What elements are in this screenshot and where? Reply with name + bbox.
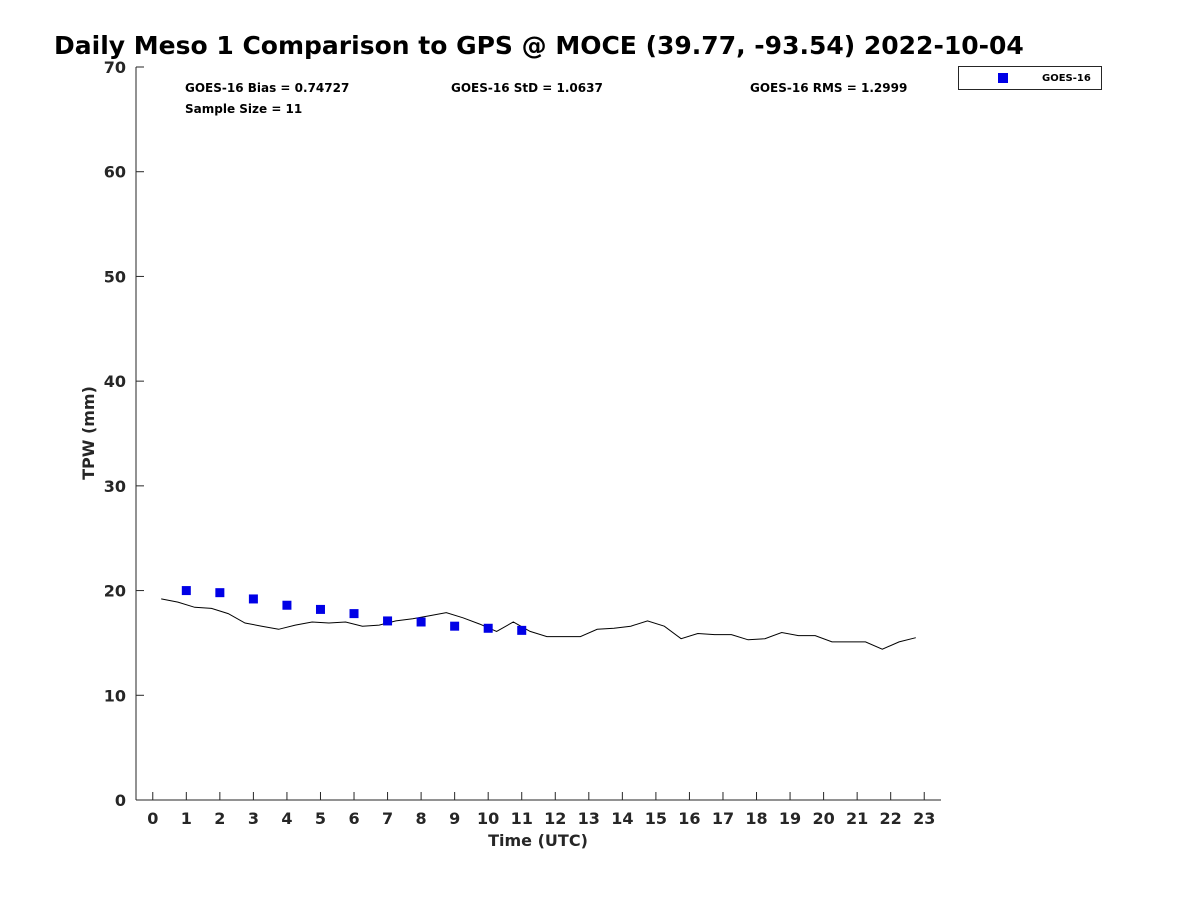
legend-label: GOES-16	[1042, 73, 1091, 84]
legend: GOES-16	[958, 66, 1102, 90]
y-tick-label: 0	[115, 791, 126, 810]
x-tick-label: 7	[382, 809, 393, 828]
goes16-point	[248, 594, 258, 604]
goes16-point	[181, 586, 191, 596]
x-tick-label: 0	[147, 809, 158, 828]
goes16-point	[215, 588, 225, 598]
y-tick-label: 50	[104, 267, 126, 286]
goes16-point	[349, 609, 359, 619]
goes16-point	[517, 625, 527, 635]
y-tick-label: 60	[104, 163, 126, 182]
x-tick-label: 22	[880, 809, 902, 828]
x-tick-label: 19	[779, 809, 801, 828]
x-tick-label: 15	[645, 809, 667, 828]
x-tick-label: 2	[214, 809, 225, 828]
series-layer	[161, 586, 916, 650]
legend-box	[958, 66, 1102, 90]
stats-annotations: GOES-16 Bias = 0.74727 GOES-16 StD = 1.0…	[185, 81, 907, 116]
gps-tpw-line	[161, 598, 916, 650]
goes16-point	[282, 600, 292, 610]
x-tick-label: 6	[348, 809, 359, 828]
y-tick-label: 30	[104, 477, 126, 496]
x-axis-label: Time (UTC)	[488, 831, 588, 850]
std-annotation: GOES-16 StD = 1.0637	[451, 81, 603, 95]
y-tick-label: 40	[104, 372, 126, 391]
x-tick-label: 4	[281, 809, 292, 828]
y-ticks: 0 10 20 30 40 50 60 70	[104, 58, 144, 810]
sample-size-annotation: Sample Size = 11	[185, 102, 302, 116]
y-tick-label: 70	[104, 58, 126, 77]
x-tick-label: 9	[449, 809, 460, 828]
x-tick-label: 20	[812, 809, 834, 828]
goes16-point	[450, 621, 460, 631]
x-tick-label: 8	[416, 809, 427, 828]
y-axis-label: TPW (mm)	[79, 386, 98, 480]
x-tick-label: 21	[846, 809, 868, 828]
bias-annotation: GOES-16 Bias = 0.74727	[185, 81, 349, 95]
goes16-point	[483, 623, 493, 633]
x-tick-label: 5	[315, 809, 326, 828]
x-tick-label: 14	[611, 809, 633, 828]
goes16-point	[315, 604, 325, 614]
rms-annotation: GOES-16 RMS = 1.2999	[750, 81, 907, 95]
x-tick-label: 10	[477, 809, 499, 828]
y-tick-label: 10	[104, 686, 126, 705]
legend-marker-square	[998, 73, 1008, 83]
x-tick-label: 23	[913, 809, 935, 828]
x-tick-label: 3	[248, 809, 259, 828]
x-ticks: 0 1 2 3 4 5 6 7 8 9 10 11 12 13 14 15 16 17 18 19 20 21 22 23	[147, 792, 935, 828]
x-tick-label: 17	[712, 809, 734, 828]
chart-title: Daily Meso 1 Comparison to GPS @ MOCE (3…	[54, 31, 1024, 60]
x-tick-label: 12	[544, 809, 566, 828]
goes16-point	[383, 616, 393, 626]
goes16-point	[416, 617, 426, 627]
x-tick-label: 11	[511, 809, 533, 828]
x-tick-label: 18	[745, 809, 767, 828]
x-tick-label: 1	[181, 809, 192, 828]
x-tick-label: 13	[578, 809, 600, 828]
y-tick-label: 20	[104, 582, 126, 601]
x-tick-label: 16	[678, 809, 700, 828]
